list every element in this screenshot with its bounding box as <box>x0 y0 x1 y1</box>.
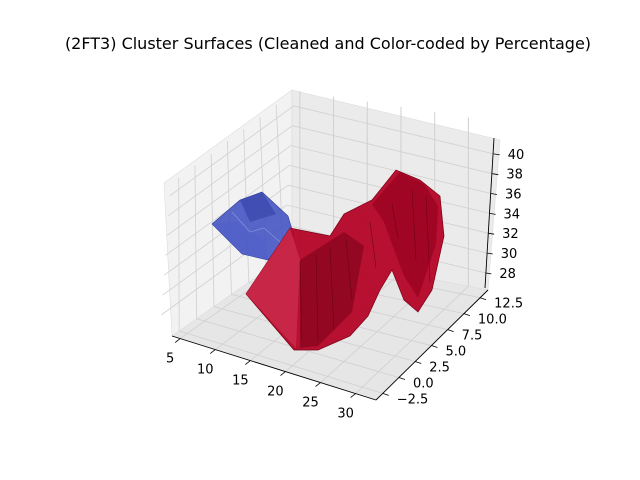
y-tick-mark <box>447 329 454 332</box>
x-axis-line <box>171 335 377 401</box>
z-tick-label: 38 <box>506 168 523 183</box>
blue-cluster-facet <box>212 222 268 260</box>
chart-title: (2FT3) Cluster Surfaces (Cleaned and Col… <box>65 34 591 53</box>
x-grid-line <box>355 285 469 394</box>
x-tick-label: 25 <box>302 396 319 411</box>
x-tick-mark <box>350 393 356 398</box>
y-left-grid-line <box>194 165 197 319</box>
red-cluster-mesh <box>411 189 417 261</box>
red-cluster-facet <box>246 228 300 348</box>
y-tick-label: 12.5 <box>494 297 523 312</box>
z-tick-label: 40 <box>508 148 525 163</box>
y-tick-mark <box>415 361 422 364</box>
z-tick-mark <box>485 272 492 275</box>
z-tick-mark <box>492 173 499 176</box>
cluster-surfaces <box>211 169 445 351</box>
tick-labels: 5 10 15 20 25 30 −2.50.02.55.07.510.012.5 28 30 3… <box>166 148 524 422</box>
z-axis-line <box>484 137 495 289</box>
blue-cluster-facet <box>240 192 276 222</box>
y-tick-label: 10.0 <box>478 313 507 328</box>
red-cluster-facet <box>372 172 438 298</box>
z-tick-mark <box>493 153 500 156</box>
z-tick-label: 28 <box>499 267 516 282</box>
z-grid-line <box>166 145 492 236</box>
x-tick-mark <box>280 371 286 376</box>
x-tick-label: 10 <box>197 363 214 378</box>
x-tick-label: 5 <box>166 352 174 367</box>
z-tick-label: 30 <box>501 247 518 262</box>
x-tick-mark <box>174 338 181 343</box>
x-tick-mark <box>209 349 216 354</box>
y-tick-mark <box>463 313 471 317</box>
red-cluster-mesh <box>369 221 377 269</box>
y-tick-mark <box>382 393 389 396</box>
y-tick-mark <box>480 297 487 301</box>
red-cluster-mesh <box>425 195 431 283</box>
blue-cluster-mesh <box>231 211 281 243</box>
y-tick-label: 0.0 <box>413 376 434 391</box>
y-tick-label: 2.5 <box>429 361 450 376</box>
x-tick-label: 15 <box>232 374 249 389</box>
x-tick-mark <box>315 382 321 387</box>
z-grid-line <box>169 105 494 197</box>
y-tick-label: −2.5 <box>397 392 429 407</box>
x-tick-mark <box>245 360 251 365</box>
y-tick-label: 5.0 <box>445 345 466 360</box>
y-axis-line <box>375 289 489 401</box>
x-tick-label: 30 <box>337 407 354 422</box>
red-cluster-mesh <box>391 203 399 239</box>
z-tick-mark <box>486 252 493 255</box>
y-left-grid-line <box>210 153 215 307</box>
z-tick-mark <box>490 193 498 195</box>
y-tick-label: 7.5 <box>462 329 483 344</box>
x-tick-label: 20 <box>267 385 284 400</box>
red-cluster-mesh <box>329 247 335 331</box>
z-tick-label: 32 <box>502 227 519 242</box>
y-tick-mark <box>398 377 406 380</box>
red-cluster-mesh <box>299 261 303 341</box>
z-tick-label: 34 <box>504 207 521 222</box>
red-cluster-mesh <box>345 239 353 301</box>
axes <box>171 137 500 401</box>
z-tick-mark <box>488 232 495 235</box>
z-tick-mark <box>489 212 496 215</box>
y-tick-mark <box>431 345 438 348</box>
z-tick-label: 36 <box>505 188 522 203</box>
red-cluster-mesh <box>315 253 319 343</box>
z-grid-line <box>168 125 493 217</box>
y-grid-line <box>179 330 383 394</box>
